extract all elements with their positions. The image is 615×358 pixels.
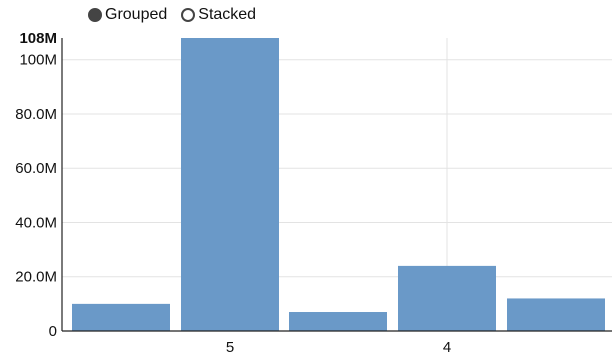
y-axis-labels: 0 20.0M 40.0M 60.0M 80.0M 100M 108M (15, 30, 57, 340)
x-tick-label: 4 (443, 339, 451, 356)
grouped-radio[interactable]: Grouped (88, 6, 167, 24)
chart-mode-toggle: Grouped Stacked (88, 6, 270, 24)
grid-lines (62, 38, 612, 331)
grouped-radio-dot (88, 8, 102, 22)
bars (72, 38, 605, 331)
y-tick-label: 80.0M (15, 106, 57, 123)
y-tick-label: 60.0M (15, 160, 57, 177)
y-tick-label: 40.0M (15, 214, 57, 231)
stacked-radio[interactable]: Stacked (181, 6, 256, 24)
stacked-radio-label: Stacked (198, 6, 257, 23)
bar[interactable] (289, 312, 387, 331)
grouped-radio-label: Grouped (105, 6, 168, 23)
axes (61, 38, 612, 332)
y-tick-label: 100M (19, 52, 57, 69)
x-tick-label: 5 (226, 339, 234, 356)
y-tick-label: 20.0M (15, 269, 57, 286)
bar[interactable] (181, 38, 279, 331)
y-max-label: 108M (19, 30, 57, 47)
stacked-radio-dot (181, 8, 196, 22)
bar[interactable] (72, 303, 170, 331)
bar[interactable] (398, 265, 496, 331)
bar[interactable] (507, 298, 605, 331)
y-tick-label: 0 (49, 323, 57, 340)
